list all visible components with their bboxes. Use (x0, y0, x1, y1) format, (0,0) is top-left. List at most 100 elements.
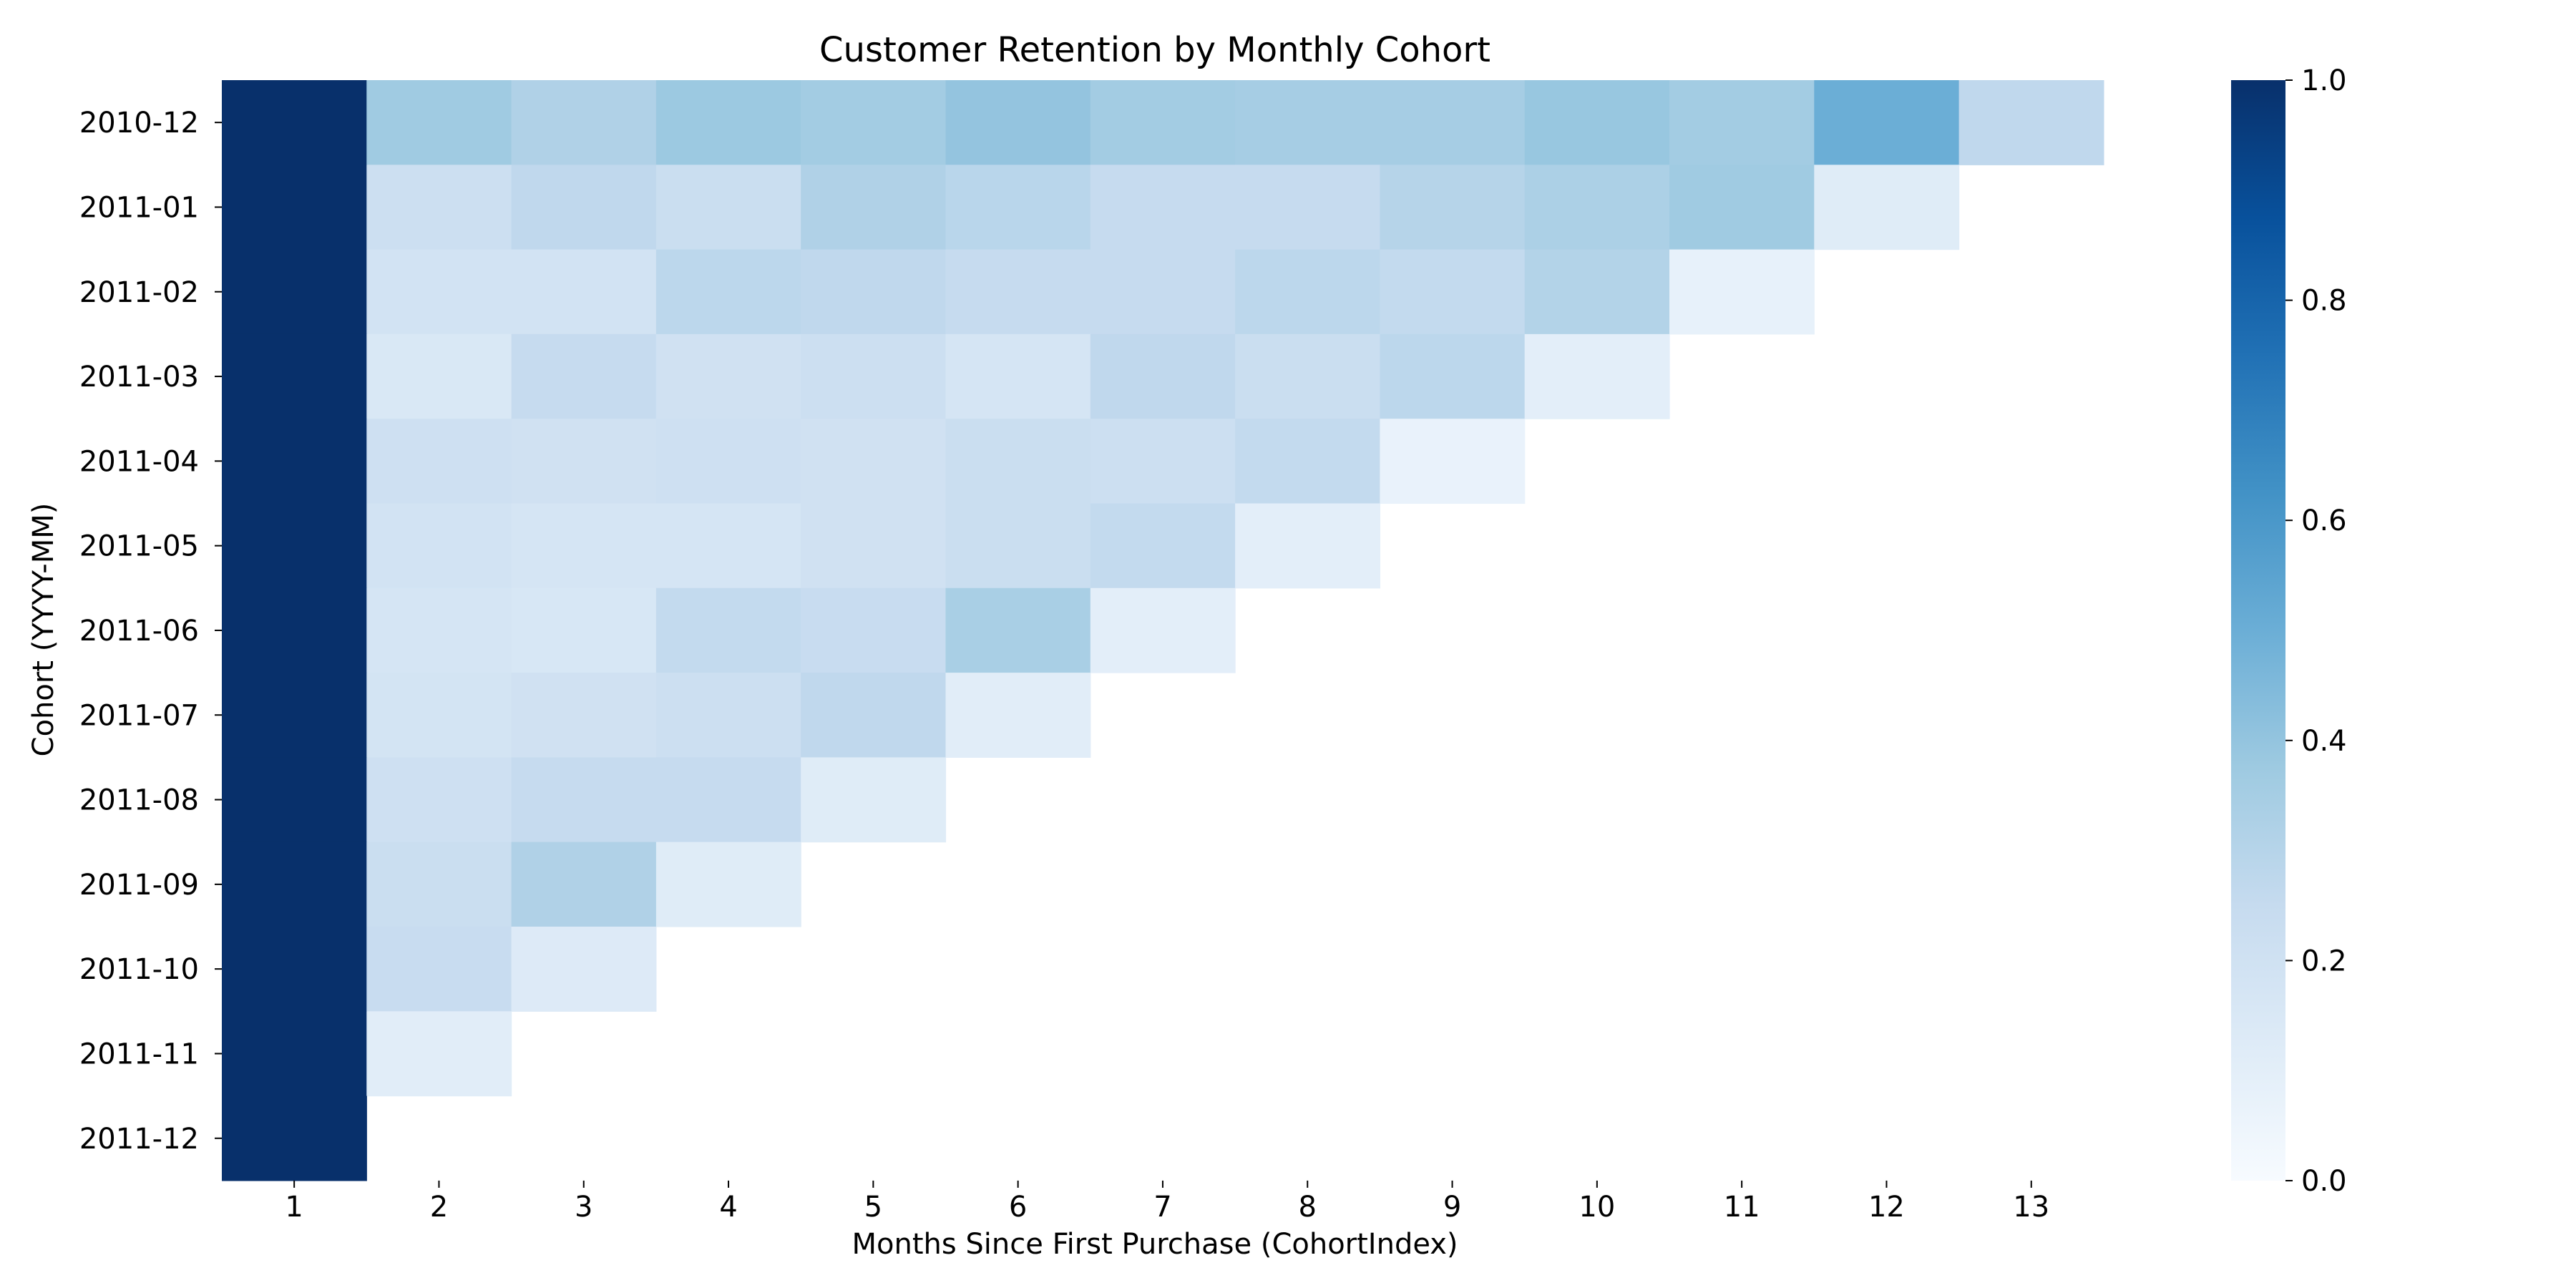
heatmap-cell (1090, 419, 1236, 504)
heatmap-cell (222, 673, 367, 758)
heatmap-cell (1380, 249, 1526, 335)
y-tick-label: 2011-03 (79, 361, 199, 394)
heatmap-cell (222, 1011, 367, 1097)
heatmap-cell (222, 1096, 367, 1181)
y-tick-label: 2011-05 (79, 530, 199, 563)
heatmap-cell (511, 841, 657, 927)
y-tick-label: 2011-10 (79, 953, 199, 986)
chart-title: Customer Retention by Monthly Cohort (819, 30, 1491, 70)
heatmap-cell (366, 757, 512, 843)
heatmap-cell (1090, 165, 1236, 250)
heatmap-cell (801, 757, 947, 843)
colorbar-ticks: 0.0 0.2 0.4 0.6 0.8 1.0 (2285, 64, 2347, 1198)
x-tick-label: 12 (1868, 1191, 1905, 1224)
heatmap-cell (801, 333, 947, 419)
heatmap-cell (366, 587, 512, 673)
heatmap-cell (945, 503, 1091, 589)
heatmap-cell (222, 587, 367, 673)
heatmap-cell (1090, 333, 1236, 419)
x-tick-label: 3 (575, 1191, 592, 1224)
heatmap-cell (366, 503, 512, 589)
x-tick-label: 9 (1443, 1191, 1461, 1224)
heatmap-cell (801, 503, 947, 589)
y-tick-label: 2011-02 (79, 276, 199, 309)
heatmap-cell (366, 80, 512, 165)
heatmap-cell (222, 333, 367, 419)
colorbar-tick-label: 0.2 (2301, 945, 2347, 977)
heatmap-cell (222, 503, 367, 589)
x-tick-label: 13 (2013, 1191, 2049, 1224)
heatmap-cell (366, 841, 512, 927)
heatmap-cell (222, 80, 367, 165)
heatmap-cell (511, 757, 657, 843)
heatmap-cell (655, 841, 801, 927)
heatmap-cell (511, 927, 657, 1012)
heatmap-cell (511, 80, 657, 165)
heatmap-cell (1235, 165, 1380, 250)
heatmap-cell (655, 80, 801, 165)
heatmap-cell (1090, 587, 1236, 673)
heatmap-cell (222, 249, 367, 335)
heatmap-cell (1524, 333, 1670, 419)
heatmap-cell (801, 165, 947, 250)
x-tick-label: 1 (285, 1191, 303, 1224)
heatmap-cell (1235, 333, 1380, 419)
heatmap-cell (945, 80, 1091, 165)
heatmap-cell (801, 587, 947, 673)
y-axis-ticks: 2010-12 2011-01 2011-02 2011-03 2011-04 2011-… (79, 107, 222, 1156)
heatmap-cell (945, 249, 1091, 335)
y-tick-label: 2010-12 (79, 107, 199, 140)
heatmap-cell (1380, 419, 1526, 504)
heatmap-cell (655, 673, 801, 758)
x-tick-label: 6 (1009, 1191, 1027, 1224)
heatmap-cell (945, 333, 1091, 419)
heatmap-cell (1380, 333, 1526, 419)
heatmap-cell (655, 757, 801, 843)
heatmap-cell (1524, 249, 1670, 335)
x-tick-label: 7 (1153, 1191, 1171, 1224)
heatmap-cell (511, 673, 657, 758)
y-tick-label: 2011-11 (79, 1038, 199, 1070)
heatmap-cell (366, 333, 512, 419)
y-tick-label: 2011-08 (79, 784, 199, 817)
heatmap-cell (222, 757, 367, 843)
heatmap-cell (655, 249, 801, 335)
x-tick-label: 2 (430, 1191, 448, 1224)
heatmap-cell (1235, 419, 1380, 504)
heatmap-cell (1380, 80, 1526, 165)
x-tick-label: 5 (864, 1191, 882, 1224)
heatmap-cell (1235, 249, 1380, 335)
x-tick-label: 4 (719, 1191, 737, 1224)
heatmap-cell (945, 419, 1091, 504)
heatmap-cell (655, 587, 801, 673)
colorbar-tick-label: 1.0 (2301, 64, 2347, 97)
heatmap-cell (1958, 80, 2104, 165)
heatmap-cell (1669, 80, 1815, 165)
heatmap-cell (801, 80, 947, 165)
x-axis-ticks: 1 2 3 4 5 6 7 8 9 10 11 12 13 (285, 1180, 2049, 1224)
heatmap-cell (1090, 249, 1236, 335)
heatmap-cell (945, 587, 1091, 673)
heatmap-cell (222, 165, 367, 250)
heatmap-cell (1090, 80, 1236, 165)
heatmap-cell (366, 249, 512, 335)
heatmap-cell (655, 419, 801, 504)
heatmap-cell (1669, 165, 1815, 250)
heatmap-cell (655, 165, 801, 250)
x-tick-label: 8 (1299, 1191, 1317, 1224)
heatmap-cell (511, 587, 657, 673)
heatmap-cell (945, 673, 1091, 758)
heatmap-cell (655, 333, 801, 419)
colorbar-tick-label: 0.0 (2301, 1165, 2347, 1198)
heatmap-cell (222, 841, 367, 927)
colorbar-tick-label: 0.4 (2301, 725, 2347, 758)
heatmap-cell (945, 165, 1091, 250)
heatmap-cell (366, 927, 512, 1012)
heatmap-cell (1814, 165, 1960, 250)
heatmap-cell (1524, 165, 1670, 250)
x-axis-label: Months Since First Purchase (CohortIndex… (852, 1228, 1458, 1261)
y-tick-label: 2011-09 (79, 869, 199, 902)
x-tick-label: 10 (1579, 1191, 1615, 1224)
heatmap-cell (511, 419, 657, 504)
